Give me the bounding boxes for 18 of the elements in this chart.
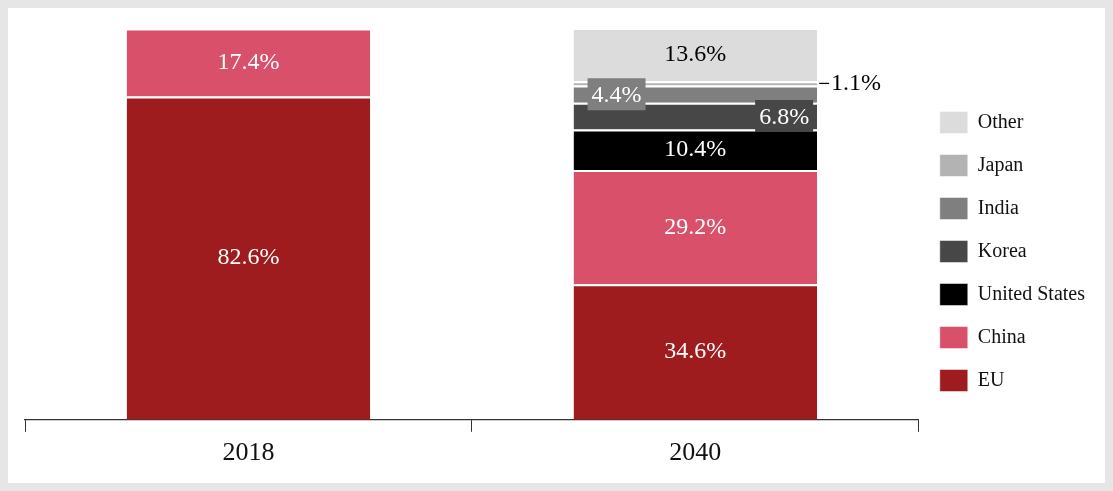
data-label: 4.4% bbox=[591, 81, 642, 108]
data-label: 13.6% bbox=[664, 39, 727, 66]
data-label: 6.8% bbox=[759, 103, 810, 130]
legend-label: Other bbox=[977, 109, 1024, 132]
legend-label: Korea bbox=[977, 238, 1027, 261]
data-label: 34.6% bbox=[664, 337, 727, 364]
data-label: 10.4% bbox=[664, 135, 727, 162]
data-label: 1.1% bbox=[831, 68, 882, 95]
legend-label: China bbox=[977, 324, 1026, 347]
legend-label: Japan bbox=[977, 152, 1024, 176]
data-label: 29.2% bbox=[664, 212, 727, 239]
legend-label: India bbox=[977, 195, 1020, 218]
legend-label: United States bbox=[977, 281, 1086, 304]
legend-label: EU bbox=[977, 367, 1006, 390]
data-label: 17.4% bbox=[217, 47, 280, 74]
x-tick-label: 2040 bbox=[669, 437, 722, 467]
x-tick-label: 2018 bbox=[222, 437, 275, 467]
data-label: 82.6% bbox=[217, 243, 280, 270]
